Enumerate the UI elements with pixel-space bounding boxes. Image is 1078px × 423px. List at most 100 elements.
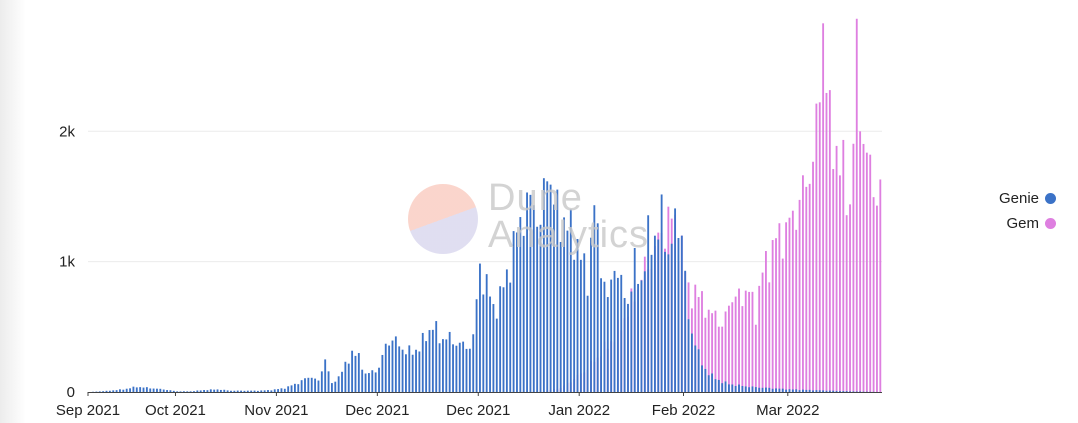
bar-genie bbox=[842, 391, 845, 392]
bar-genie bbox=[818, 390, 821, 392]
bar-gem bbox=[771, 240, 774, 392]
bar-genie bbox=[532, 205, 535, 392]
bar-gem bbox=[828, 90, 831, 392]
bar-genie bbox=[290, 385, 293, 392]
bar-gem bbox=[768, 282, 771, 392]
bar-genie bbox=[536, 226, 539, 392]
bar-gem bbox=[744, 290, 747, 392]
bar-gem bbox=[731, 302, 734, 392]
bar-genie bbox=[189, 391, 192, 392]
bar-genie bbox=[162, 389, 165, 392]
x-tick-label: Mar 2022 bbox=[756, 402, 819, 419]
bar-genie bbox=[287, 386, 290, 392]
bar-gem bbox=[818, 102, 821, 392]
bar-genie bbox=[593, 205, 596, 392]
bar-genie bbox=[125, 388, 128, 392]
bar-genie bbox=[812, 390, 814, 392]
bar-genie bbox=[324, 359, 327, 392]
bar-genie bbox=[243, 390, 246, 392]
bar-genie bbox=[835, 390, 838, 392]
bar-genie bbox=[233, 390, 236, 392]
bar-genie bbox=[862, 391, 865, 393]
bar-genie bbox=[442, 339, 444, 392]
bar-genie bbox=[351, 350, 354, 392]
bar-genie bbox=[516, 232, 518, 392]
bar-genie bbox=[805, 389, 808, 392]
bar-genie bbox=[112, 390, 115, 392]
bar-genie bbox=[431, 329, 434, 392]
bar-gem bbox=[701, 291, 703, 392]
bar-genie bbox=[613, 270, 616, 392]
legend: Genie Gem bbox=[999, 186, 1056, 236]
legend-dot-gem-icon bbox=[1045, 218, 1056, 229]
bar-genie bbox=[230, 390, 232, 392]
bar-genie bbox=[277, 389, 280, 392]
bar-genie bbox=[166, 390, 168, 392]
bar-genie bbox=[791, 389, 794, 392]
bar-genie bbox=[795, 389, 798, 392]
bar-genie bbox=[684, 270, 687, 392]
bar-gem bbox=[775, 238, 777, 392]
bar-gem bbox=[751, 291, 754, 392]
bar-genie bbox=[637, 283, 640, 392]
bar-genie bbox=[603, 281, 606, 392]
genie-series-bars bbox=[92, 178, 878, 393]
bar-gem bbox=[758, 285, 761, 392]
legend-item-genie[interactable]: Genie bbox=[999, 186, 1056, 211]
bar-genie bbox=[643, 271, 646, 392]
bar-genie bbox=[549, 184, 552, 392]
bar-genie bbox=[246, 390, 249, 392]
bar-genie bbox=[748, 387, 751, 392]
bar-genie bbox=[300, 380, 303, 392]
bar-genie bbox=[394, 336, 397, 392]
legend-item-gem[interactable]: Gem bbox=[999, 211, 1056, 236]
bar-genie bbox=[223, 389, 226, 392]
bar-genie bbox=[135, 387, 138, 392]
bar-genie bbox=[519, 217, 522, 392]
bar-genie bbox=[781, 388, 784, 392]
bar-gem bbox=[862, 143, 865, 392]
bar-genie bbox=[509, 282, 512, 392]
bar-genie bbox=[714, 379, 717, 392]
bar-genie bbox=[213, 389, 216, 392]
bar-genie bbox=[758, 387, 761, 392]
bar-gem bbox=[802, 175, 804, 392]
bar-genie bbox=[798, 390, 801, 392]
bar-genie bbox=[418, 351, 421, 392]
bar-genie bbox=[428, 330, 431, 392]
x-tick-label: Feb 2022 bbox=[652, 402, 715, 419]
bar-genie bbox=[475, 299, 478, 392]
bar-genie bbox=[388, 345, 391, 392]
bar-genie bbox=[489, 296, 491, 392]
bar-genie bbox=[539, 224, 542, 392]
bar-genie bbox=[865, 391, 868, 393]
bar-gem bbox=[869, 154, 872, 392]
bar-gem bbox=[795, 229, 798, 392]
bar-genie bbox=[95, 391, 98, 393]
bar-genie bbox=[647, 215, 650, 392]
bar-genie bbox=[825, 390, 828, 392]
bar-genie bbox=[364, 373, 367, 392]
bar-gem bbox=[805, 186, 808, 392]
bar-genie bbox=[304, 378, 306, 392]
bar-gem bbox=[812, 161, 814, 392]
bar-genie bbox=[697, 349, 700, 392]
bar-gem bbox=[839, 175, 841, 392]
x-tick-label: Dec 2021 bbox=[446, 402, 510, 419]
bar-genie bbox=[129, 388, 131, 392]
bar-genie bbox=[727, 384, 730, 392]
bar-genie bbox=[256, 390, 259, 392]
bar-genie bbox=[330, 383, 333, 392]
x-tick-label: Jan 2022 bbox=[548, 402, 610, 419]
bar-genie bbox=[425, 341, 428, 392]
bar-genie bbox=[347, 363, 350, 392]
bar-genie bbox=[283, 388, 286, 392]
bar-genie bbox=[553, 204, 555, 392]
bar-genie bbox=[852, 391, 855, 392]
bar-gem bbox=[815, 103, 818, 392]
legend-label-gem: Gem bbox=[1006, 215, 1039, 232]
bar-genie bbox=[169, 390, 172, 392]
bar-genie bbox=[206, 390, 209, 392]
legend-label-genie: Genie bbox=[998, 190, 1039, 207]
